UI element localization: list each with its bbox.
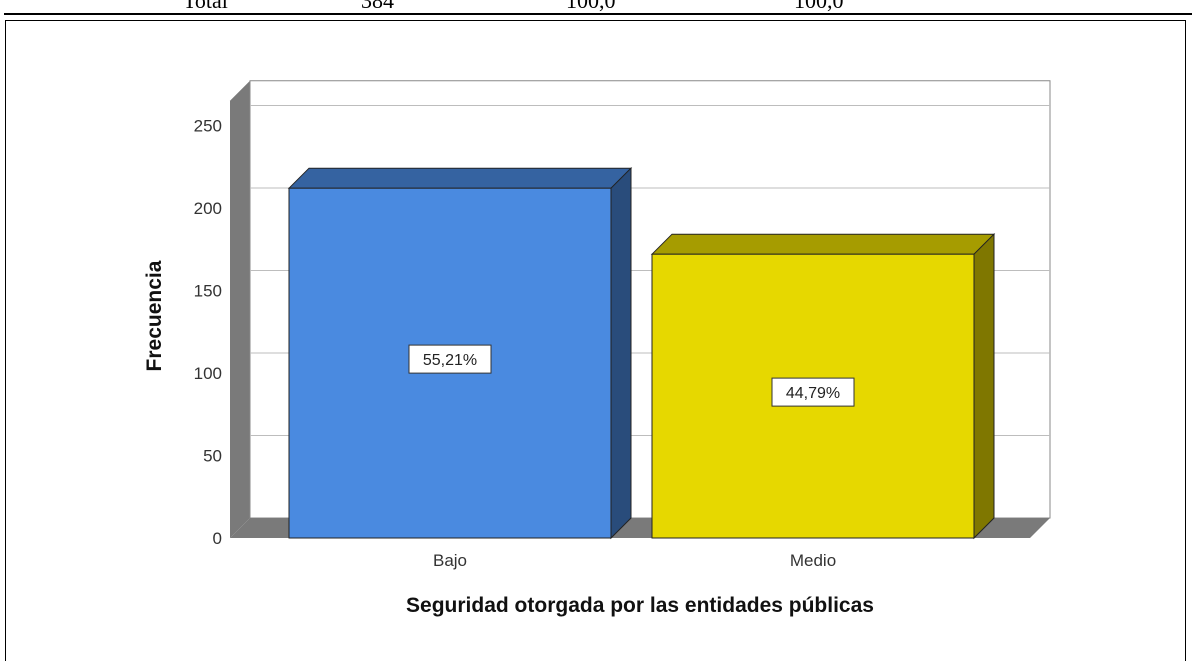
table-total-percent: 100,0	[566, 0, 616, 13]
bar-bajo: 55,21%	[287, 166, 633, 540]
bar-medio: 44,79%	[650, 232, 996, 540]
y-tick-150: 150	[194, 282, 222, 301]
y-axis-label: Frecuencia	[143, 260, 166, 371]
bar-side-0	[610, 166, 632, 540]
data-label-box-0	[408, 344, 492, 374]
data-label-box-1	[771, 377, 855, 407]
y-tick-250: 250	[194, 117, 222, 136]
x-category-labels: Bajo Medio	[433, 551, 836, 570]
table-total-row: Total 384 100,0 100,0	[0, 0, 1195, 14]
table-bottom-rule	[4, 13, 1192, 15]
y-tick-labels: 0 50 100 150 200 250	[194, 117, 222, 549]
x-category-1: Medio	[790, 551, 836, 570]
chart-frame	[5, 20, 1186, 661]
chart-bars: 55,21% 44,79%	[287, 166, 996, 540]
bar-top-0	[287, 167, 633, 189]
y-tick-50: 50	[203, 447, 222, 466]
table-total-label: Total	[183, 0, 228, 13]
left-wall	[230, 80, 250, 538]
data-label-1: 44,79%	[786, 385, 840, 402]
y-tick-0: 0	[213, 529, 222, 548]
table-total-frequency: 384	[361, 0, 394, 13]
y-tick-100: 100	[194, 364, 222, 383]
table-total-valid-percent: 100,0	[794, 0, 844, 13]
y-tick-200: 200	[194, 199, 222, 218]
x-axis-label: Seguridad otorgada por las entidades púb…	[406, 594, 874, 617]
bar-top-1	[650, 233, 996, 255]
x-category-0: Bajo	[433, 551, 467, 570]
bar-side-1	[973, 232, 995, 540]
data-label-0: 55,21%	[423, 352, 477, 369]
